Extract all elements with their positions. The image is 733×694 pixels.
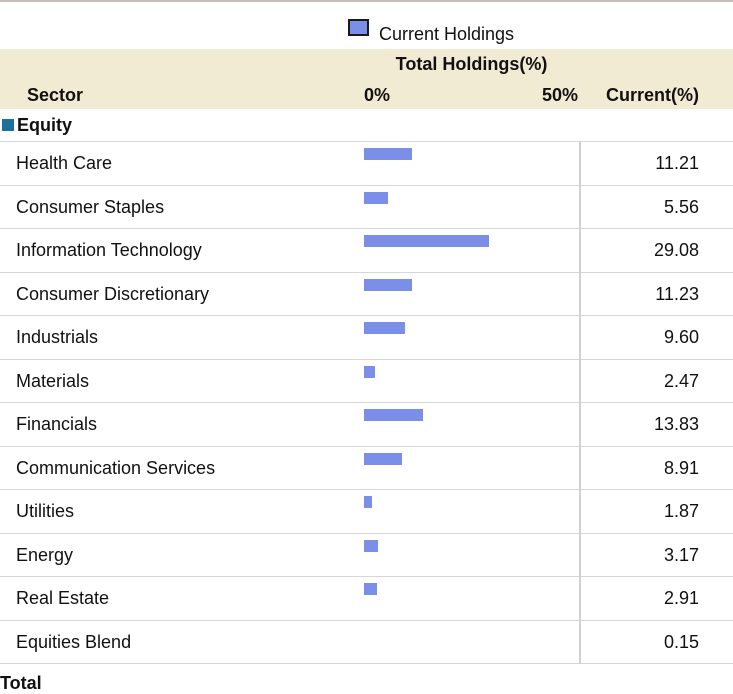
table-row: Equities Blend 0.15 xyxy=(0,621,733,664)
table-row: Materials 2.47 xyxy=(0,360,733,403)
column-header-sector: Sector xyxy=(27,85,84,105)
holding-bar xyxy=(364,148,412,160)
current-value: 11.21 xyxy=(655,153,699,173)
value-column-divider xyxy=(579,142,581,663)
table-row: Utilities 1.87 xyxy=(0,490,733,534)
current-value: 2.91 xyxy=(663,588,699,608)
current-value: 1.87 xyxy=(663,501,699,521)
top-divider xyxy=(0,0,733,2)
current-value: 0.15 xyxy=(663,631,699,652)
sector-label: Communication Services xyxy=(16,457,216,478)
sector-label: Utilities xyxy=(16,501,75,521)
axis-min-label: 0% xyxy=(364,85,391,105)
sector-label: Industrials xyxy=(16,327,99,347)
table-row: Health Care 11.21 xyxy=(0,142,733,186)
table-row: Industrials 9.60 xyxy=(0,316,733,360)
table-row: Communication Services 8.91 xyxy=(0,447,733,490)
column-title-total-holdings: Total Holdings(%) xyxy=(395,54,548,74)
holding-bar xyxy=(364,365,375,378)
holding-bar xyxy=(364,452,402,465)
axis-max-label: 50% xyxy=(541,85,578,105)
holding-bar xyxy=(364,191,388,204)
legend-swatch-current-holdings xyxy=(348,19,369,36)
group-divider xyxy=(0,141,733,142)
column-header-current: Current(%) xyxy=(606,85,699,105)
table-row: Consumer Discretionary 11.23 xyxy=(0,273,733,316)
holding-bar xyxy=(364,539,378,552)
holding-bar xyxy=(364,409,423,421)
total-label: Total xyxy=(0,673,42,693)
chart-legend: Current Holdings xyxy=(348,19,515,44)
table-row: Financials 13.83 xyxy=(0,403,733,447)
group-label: Equity xyxy=(17,114,73,135)
table-row: Energy 3.17 xyxy=(0,534,733,577)
sector-label: Consumer Staples xyxy=(16,196,165,217)
holding-bar xyxy=(364,235,489,247)
holding-bar xyxy=(364,322,405,334)
table-row: Real Estate 2.91 xyxy=(0,577,733,621)
holding-bar xyxy=(364,496,372,508)
legend-label: Current Holdings xyxy=(379,24,515,44)
sector-label: Financials xyxy=(16,414,98,434)
sector-rows: Health Care 11.21 Consumer Staples 5.56 Info… xyxy=(0,142,733,664)
sector-label: Energy xyxy=(16,544,74,565)
group-swatch xyxy=(2,119,14,131)
sector-label: Real Estate xyxy=(16,588,110,608)
group-header-equity: Equity xyxy=(0,114,72,136)
current-value: 11.23 xyxy=(655,283,699,304)
table-row: Consumer Staples 5.56 xyxy=(0,186,733,229)
table-row: Information Technology 29.08 xyxy=(0,229,733,273)
current-value: 8.91 xyxy=(663,457,699,478)
sector-label: Equities Blend xyxy=(16,631,132,652)
sector-label: Information Technology xyxy=(16,240,202,260)
sector-label: Consumer Discretionary xyxy=(16,283,210,304)
current-value: 3.17 xyxy=(663,544,699,565)
current-value: 2.47 xyxy=(663,370,699,391)
table-header: Total Holdings(%) Sector 0% 50% Current(… xyxy=(0,49,733,109)
sector-label: Health Care xyxy=(16,153,113,173)
current-value: 9.60 xyxy=(663,327,699,347)
holding-bar xyxy=(364,583,377,595)
sector-label: Materials xyxy=(16,370,90,391)
current-value: 13.83 xyxy=(653,414,699,434)
current-value: 5.56 xyxy=(663,196,699,217)
current-value: 29.08 xyxy=(653,240,699,260)
holding-bar xyxy=(364,278,412,291)
